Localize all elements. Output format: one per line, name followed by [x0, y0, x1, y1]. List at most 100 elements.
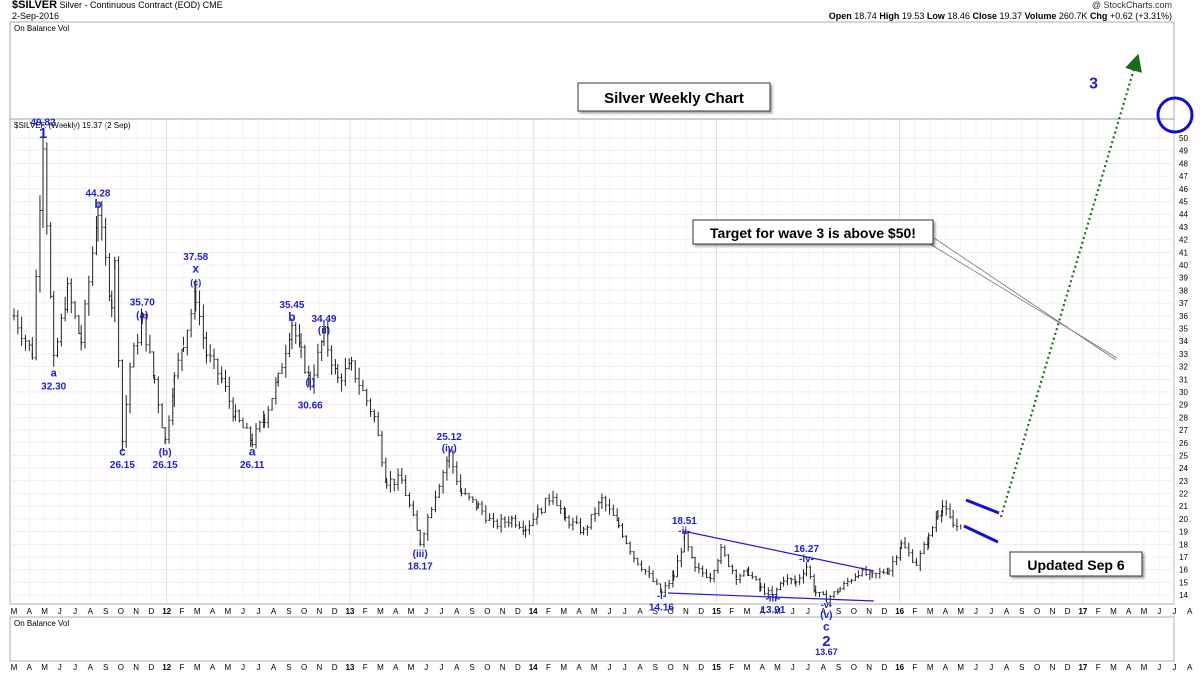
price-bar — [270, 398, 274, 411]
price-bar — [407, 492, 412, 508]
x-tick-label: A — [27, 663, 33, 672]
price-bar — [927, 532, 931, 549]
price-bar — [124, 395, 128, 448]
x-tick-label: M — [560, 607, 567, 616]
price-bar — [679, 547, 683, 568]
stockcharts-brand: @ StockCharts.com — [1091, 0, 1172, 10]
x-tick-label: A — [943, 607, 949, 616]
price-bar — [411, 500, 415, 517]
x-tick-label: J — [974, 663, 978, 672]
price-bar — [368, 398, 373, 417]
x-tick-label: S — [469, 607, 474, 616]
x-tick-label: D — [1065, 607, 1071, 616]
x-tick-label: D — [332, 663, 338, 672]
x-tick-label: A — [637, 607, 643, 616]
wave-label: 26.15 — [153, 460, 178, 471]
price-bar — [754, 575, 758, 581]
wave-label: 18.17 — [408, 562, 433, 573]
x-tick-label: D — [515, 607, 521, 616]
low-value: 18.46 — [947, 11, 970, 21]
target-note-box — [692, 219, 934, 245]
x-tick-label: J — [791, 663, 795, 672]
price-bar — [441, 469, 445, 494]
x-tick-label: M — [377, 607, 384, 616]
wave-label: x — [192, 262, 199, 276]
x-tick-label: N — [133, 607, 139, 616]
x-tick-label: 17 — [1078, 663, 1087, 672]
price-bar — [507, 516, 511, 528]
price-bar — [882, 568, 886, 575]
price-bar — [821, 591, 825, 596]
lower-trendline — [667, 592, 875, 602]
x-tick-label: J — [256, 607, 260, 616]
price-bar — [136, 333, 140, 355]
low-label: Low — [926, 11, 945, 21]
price-bar — [204, 331, 209, 364]
x-tick-label: A — [821, 663, 827, 672]
x-tick-label: F — [912, 607, 917, 616]
x-tick-label: S — [286, 607, 291, 616]
price-bar — [723, 545, 727, 557]
price-bar — [392, 478, 396, 492]
x-tick-label: M — [927, 607, 934, 616]
x-tick-label: M — [11, 663, 18, 672]
x-tick-label: J — [989, 663, 993, 672]
price-bar — [690, 546, 694, 559]
x-tick-label: O — [301, 663, 307, 672]
x-tick-label: A — [271, 663, 277, 672]
wave-label: (iv) — [442, 444, 457, 455]
x-tick-label: M — [957, 663, 964, 672]
price-bar — [266, 405, 270, 429]
wave-label: a — [249, 444, 256, 458]
x-tick-label: O — [667, 607, 673, 616]
price-bar — [488, 513, 492, 521]
price-bar — [789, 577, 793, 585]
x-tick-label: A — [1187, 607, 1193, 616]
y-tick-label: 37 — [1179, 299, 1188, 308]
y-tick-label: 18 — [1179, 540, 1188, 549]
x-tick-label: S — [103, 607, 108, 616]
x-tick-label: J — [58, 607, 62, 616]
price-bar — [651, 570, 655, 583]
target-pointer-line-1 — [929, 243, 1118, 359]
x-tick-label: J — [73, 663, 77, 672]
y-tick-label: 25 — [1179, 451, 1188, 460]
y-tick-label: 49 — [1179, 147, 1188, 156]
x-tick-label: J — [806, 663, 810, 672]
price-bar — [288, 332, 292, 358]
y-tick-label: 27 — [1179, 426, 1188, 435]
x-tick-label: M — [224, 663, 231, 672]
x-tick-label: A — [1004, 607, 1010, 616]
price-bar — [716, 558, 720, 574]
target-circle-marker — [1156, 96, 1194, 134]
y-tick-label: 47 — [1179, 172, 1188, 181]
price-bar — [245, 422, 249, 429]
x-tick-label: M — [774, 663, 781, 672]
x-tick-label: N — [317, 607, 323, 616]
x-tick-label: O — [851, 663, 857, 672]
x-tick-label: S — [653, 663, 658, 672]
x-tick-label: 16 — [895, 607, 904, 616]
x-tick-label: 14 — [529, 607, 538, 616]
price-bar — [663, 582, 667, 597]
price-bar — [567, 515, 571, 529]
y-tick-label: 20 — [1179, 515, 1188, 524]
price-bar — [495, 518, 499, 530]
x-tick-label: J — [623, 663, 627, 672]
wave-label: 2 — [822, 633, 830, 650]
price-bar — [69, 278, 73, 314]
y-tick-label: 50 — [1179, 134, 1188, 143]
chart-date: 2-Sep-2016 — [12, 11, 60, 21]
price-bar — [326, 320, 330, 357]
price-bar — [697, 562, 701, 574]
y-tick-label: 43 — [1179, 223, 1188, 232]
price-bar — [484, 505, 488, 524]
price-bar — [907, 542, 911, 557]
x-tick-label: M — [1141, 607, 1148, 616]
x-tick-label: D — [149, 607, 155, 616]
y-tick-label: 21 — [1179, 502, 1188, 511]
y-tick-label: 41 — [1179, 248, 1188, 257]
x-tick-label: M — [591, 607, 598, 616]
x-tick-label: 13 — [345, 663, 354, 672]
price-bar — [128, 365, 132, 414]
